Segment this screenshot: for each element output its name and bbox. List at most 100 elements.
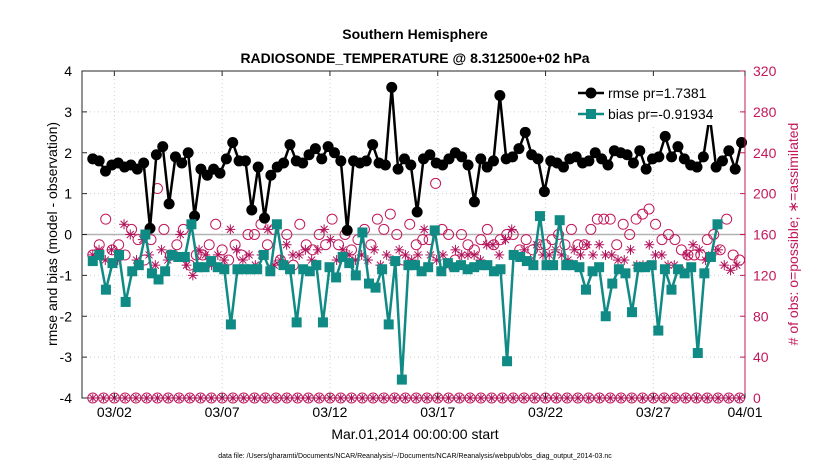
bias-point — [114, 249, 125, 260]
rmse-point — [468, 196, 480, 208]
bias-point — [331, 272, 342, 283]
chart-subtitle: RADIOSONDE_TEMPERATURE @ 8.312500e+02 hP… — [240, 50, 589, 66]
asterisk-stroke — [157, 245, 166, 254]
bias-point — [173, 251, 184, 262]
bias-point — [410, 260, 421, 271]
bottom-possible-marker — [410, 392, 422, 404]
bias-point — [482, 260, 493, 271]
bias-point — [705, 251, 716, 262]
bias-point — [87, 256, 98, 267]
bottom-possible-marker — [389, 392, 401, 404]
y-tick-label: -4 — [60, 390, 73, 406]
obs-assimilated-marker — [656, 249, 667, 260]
asterisk-stroke — [414, 251, 422, 259]
rmse-point — [386, 81, 398, 93]
rmse-point — [723, 145, 735, 157]
obs-possible-marker — [417, 234, 429, 246]
obs-possible-marker — [404, 218, 416, 230]
rmse-point — [157, 141, 169, 153]
obs-assimilated-marker — [587, 249, 598, 260]
asterisk-stroke — [201, 251, 210, 259]
bottom-assimilated-marker — [563, 394, 572, 402]
obs-assimilated-marker — [175, 229, 186, 240]
y-tick-label: 2 — [64, 145, 72, 161]
bias-point — [469, 262, 480, 273]
bias-point — [488, 266, 499, 277]
bias-point — [442, 258, 453, 269]
obs-possible-marker — [378, 223, 390, 235]
bias-point — [153, 274, 164, 285]
obs-possible-marker — [475, 234, 487, 246]
bottom-assimilated-marker — [131, 394, 140, 402]
obs-assimilated-marker — [394, 244, 405, 255]
obs-assimilated-marker — [225, 224, 236, 235]
bottom-assimilated-marker — [390, 394, 399, 402]
bottom-assimilated-marker — [455, 394, 464, 402]
y-right-tick-label: 40 — [753, 349, 769, 365]
bottom-assimilated-marker — [142, 394, 151, 402]
obs-assimilated-marker — [494, 249, 505, 260]
asterisk-stroke — [660, 394, 668, 402]
bias-point — [199, 262, 210, 273]
bottom-assimilated-marker — [401, 394, 410, 402]
asterisk-stroke — [495, 251, 504, 259]
asterisk-stroke — [412, 394, 420, 402]
bias-point — [258, 249, 269, 260]
obs-assimilated-marker — [644, 239, 655, 250]
bias-point — [219, 264, 230, 275]
bias-point — [640, 262, 651, 273]
bottom-possible-marker — [281, 392, 293, 404]
asterisk-stroke — [348, 394, 355, 402]
bottom-possible-marker — [195, 392, 207, 404]
asterisk-stroke — [245, 251, 253, 259]
asterisk-stroke — [501, 235, 510, 244]
bottom-possible-marker — [119, 392, 131, 404]
bottom-assimilated-marker — [412, 394, 421, 402]
obs-possible-marker — [100, 213, 112, 225]
asterisk-stroke — [582, 240, 591, 249]
legend: rmse pr=1.7381 bias pr=-0.91934 — [575, 79, 735, 125]
rmse-point — [259, 212, 271, 224]
y-tick-label: -1 — [60, 267, 73, 283]
asterisk-stroke — [682, 394, 690, 402]
asterisk-stroke — [720, 261, 729, 270]
bottom-assimilated-marker — [724, 394, 733, 402]
asterisk-stroke — [645, 240, 654, 249]
legend-bias-marker — [586, 109, 596, 119]
bottom-possible-marker — [637, 392, 649, 404]
asterisk-stroke — [725, 394, 733, 402]
bias-point — [712, 219, 723, 230]
bias-point — [337, 251, 348, 262]
rmse-point — [424, 149, 436, 161]
bottom-possible-marker — [421, 392, 433, 404]
obs-assimilated-marker — [381, 249, 392, 260]
bias-point — [179, 251, 190, 262]
rmse-point — [284, 139, 296, 151]
asterisk-stroke — [164, 394, 172, 402]
asterisk-stroke — [326, 235, 335, 244]
obs-assimilated-marker — [456, 249, 467, 260]
obs-assimilated-marker — [187, 270, 198, 281]
right-axis-ticks: 0 40 80 120 160 200 240 280 320 — [740, 63, 777, 406]
asterisk-stroke — [601, 251, 610, 259]
asterisk-stroke — [282, 240, 291, 249]
bias-point — [396, 374, 407, 385]
bias-point — [94, 249, 105, 260]
asterisk-stroke — [369, 394, 377, 402]
asterisk-stroke — [120, 220, 128, 229]
obs-assimilated-marker — [694, 244, 705, 255]
bottom-possible-marker — [141, 392, 153, 404]
rmse-point — [659, 130, 671, 142]
bottom-possible-marker — [453, 392, 465, 404]
rmse-point — [265, 169, 277, 181]
bias-point — [304, 266, 315, 277]
rmse-point — [239, 155, 251, 167]
asterisk-stroke — [395, 245, 404, 254]
bottom-assimilated-marker — [520, 394, 528, 402]
rmse-point — [367, 139, 379, 151]
asterisk-stroke — [445, 394, 452, 402]
asterisk-stroke — [182, 261, 191, 270]
asterisk-stroke — [477, 394, 485, 402]
bias-point — [403, 260, 414, 271]
bias-point — [646, 260, 657, 271]
